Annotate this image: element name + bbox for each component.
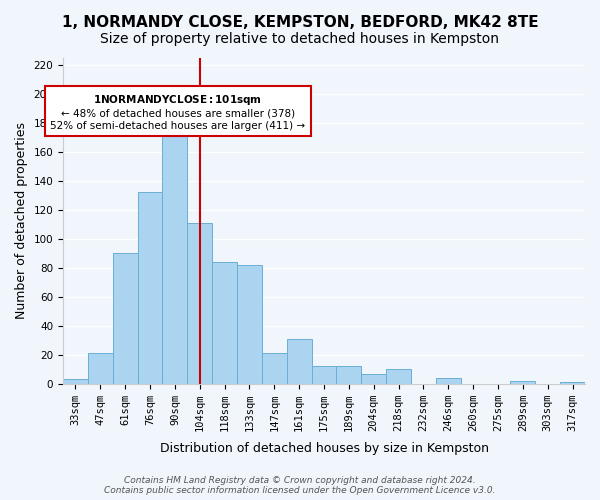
Bar bbox=[287, 338, 311, 384]
X-axis label: Distribution of detached houses by size in Kempston: Distribution of detached houses by size … bbox=[160, 442, 488, 455]
Bar bbox=[163, 134, 187, 384]
Y-axis label: Number of detached properties: Number of detached properties bbox=[15, 122, 28, 319]
Text: 1, NORMANDY CLOSE, KEMPSTON, BEDFORD, MK42 8TE: 1, NORMANDY CLOSE, KEMPSTON, BEDFORD, MK… bbox=[62, 15, 538, 30]
Bar bbox=[63, 380, 88, 384]
Bar bbox=[386, 369, 411, 384]
Text: $\bf{1 NORMANDY CLOSE: 101sqm}$
← 48% of detached houses are smaller (378)
52% o: $\bf{1 NORMANDY CLOSE: 101sqm}$ ← 48% of… bbox=[50, 94, 305, 130]
Bar bbox=[262, 353, 287, 384]
Bar bbox=[560, 382, 585, 384]
Bar bbox=[88, 353, 113, 384]
Bar bbox=[137, 192, 163, 384]
Text: Size of property relative to detached houses in Kempston: Size of property relative to detached ho… bbox=[101, 32, 499, 46]
Bar bbox=[436, 378, 461, 384]
Bar bbox=[113, 253, 137, 384]
Bar bbox=[511, 381, 535, 384]
Bar bbox=[311, 366, 337, 384]
Bar bbox=[212, 262, 237, 384]
Text: Contains HM Land Registry data © Crown copyright and database right 2024.
Contai: Contains HM Land Registry data © Crown c… bbox=[104, 476, 496, 495]
Bar bbox=[237, 265, 262, 384]
Bar bbox=[361, 374, 386, 384]
Bar bbox=[337, 366, 361, 384]
Bar bbox=[187, 223, 212, 384]
